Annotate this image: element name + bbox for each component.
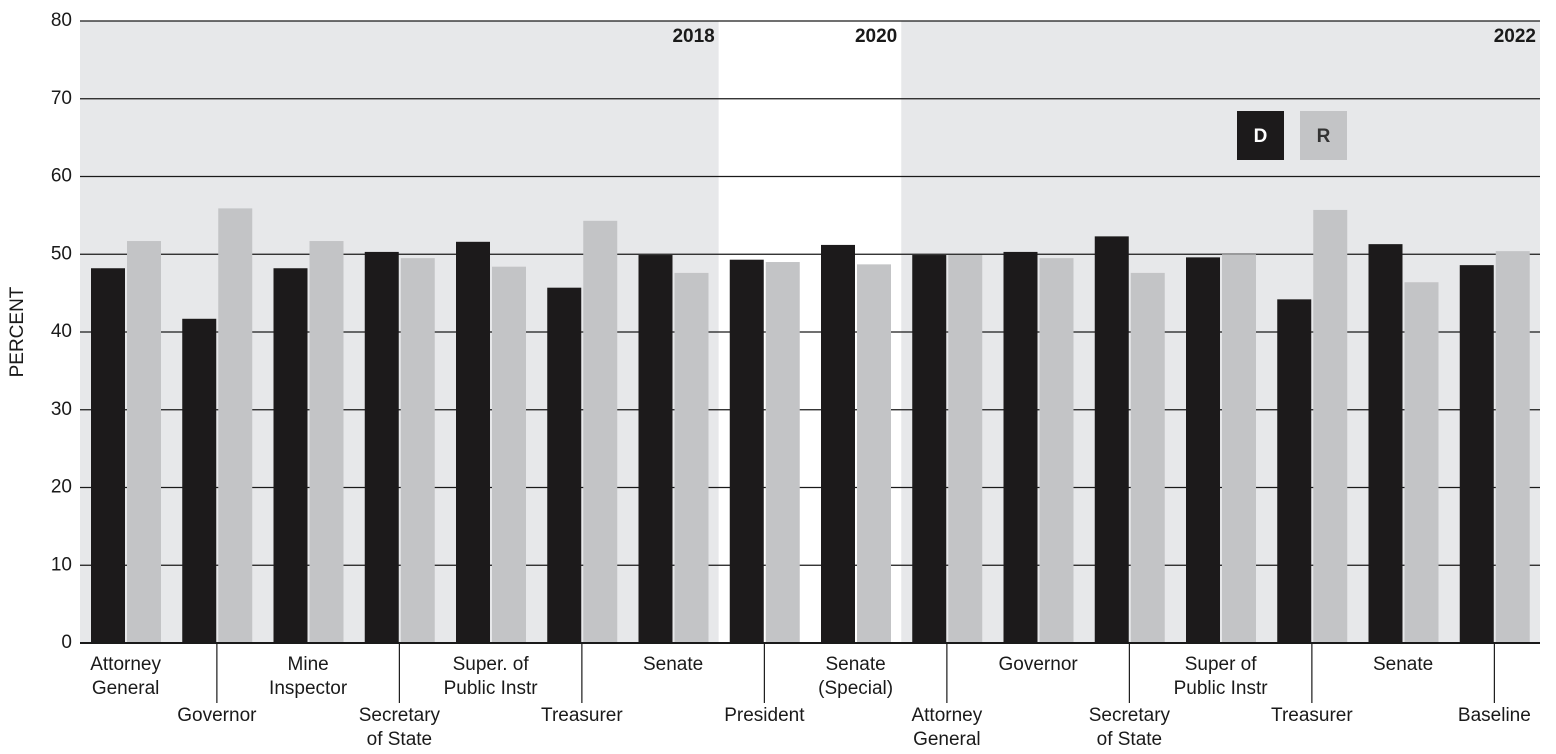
bar (583, 220, 618, 643)
y-tick-label: 70 (51, 88, 72, 109)
x-tick-label: Senate (643, 654, 703, 675)
x-tick-label: Super of (1185, 654, 1258, 675)
y-tick-label: 60 (51, 166, 72, 187)
bar (729, 259, 764, 643)
x-tick-label: Governor (177, 705, 257, 726)
x-tick-label: of State (367, 729, 433, 749)
bar (1222, 254, 1256, 643)
bar (1130, 272, 1165, 643)
bar (857, 264, 891, 643)
x-tick-label: Governor (999, 654, 1079, 675)
period-label: 2022 (1494, 26, 1536, 47)
bar (912, 255, 947, 643)
x-tick-label: Attorney (911, 705, 982, 726)
x-tick-label: of State (1097, 729, 1163, 749)
bar (1277, 299, 1312, 643)
bar (1003, 251, 1038, 644)
bar (492, 266, 526, 643)
y-tick-label: 50 (51, 243, 72, 264)
x-tick-label: Treasurer (1271, 705, 1353, 726)
y-tick-label: 10 (51, 554, 72, 575)
x-tick-label: General (913, 729, 981, 749)
x-tick-label: Public Instr (444, 678, 539, 699)
bar (948, 255, 983, 643)
y-tick-label: 40 (51, 321, 72, 342)
bar (456, 241, 490, 643)
x-tick-label: President (724, 705, 805, 726)
x-tick-label: Super. of (453, 654, 530, 675)
x-tick-label: (Special) (818, 678, 893, 699)
y-axis-label: PERCENT (7, 286, 28, 377)
bar (1404, 282, 1439, 643)
legend-swatch (1237, 111, 1284, 160)
bar (364, 251, 399, 644)
x-tick-label: Treasurer (541, 705, 623, 726)
bar (273, 268, 308, 643)
bar (91, 268, 125, 643)
bar (400, 258, 435, 643)
x-tick-label: Senate (826, 654, 886, 675)
bar (1094, 236, 1129, 643)
x-tick-label: Secretary (359, 705, 441, 726)
bar (638, 255, 673, 643)
x-tick-label: Mine (288, 654, 329, 675)
x-tick-label: General (92, 678, 160, 699)
legend-label: R (1317, 126, 1331, 147)
x-tick-label: Attorney (90, 654, 161, 675)
bar (1495, 251, 1530, 643)
bar (1459, 265, 1494, 643)
y-tick-label: 30 (51, 399, 72, 420)
x-tick-label: Public Instr (1174, 678, 1269, 699)
legend-label: D (1254, 126, 1268, 147)
bar (1186, 257, 1220, 643)
legend-swatch (1300, 111, 1347, 160)
y-tick-label: 20 (51, 477, 72, 498)
period-label: 2018 (672, 26, 714, 47)
x-tick-label: Inspector (269, 678, 348, 699)
bar (309, 241, 344, 643)
bar (1039, 258, 1074, 643)
bar (674, 272, 709, 643)
bar (127, 241, 161, 643)
bar (182, 318, 217, 643)
y-tick-label: 0 (61, 632, 72, 653)
bar (765, 262, 800, 643)
x-tick-label: Baseline (1458, 705, 1531, 726)
x-tick-label: Secretary (1089, 705, 1171, 726)
bar (1368, 244, 1403, 643)
bar (547, 287, 582, 643)
bar (821, 244, 855, 644)
period-label: 2020 (855, 26, 897, 47)
x-tick-label: Senate (1373, 654, 1433, 675)
bar (1313, 209, 1348, 643)
bar (218, 208, 253, 643)
y-tick-label: 80 (51, 10, 72, 31)
